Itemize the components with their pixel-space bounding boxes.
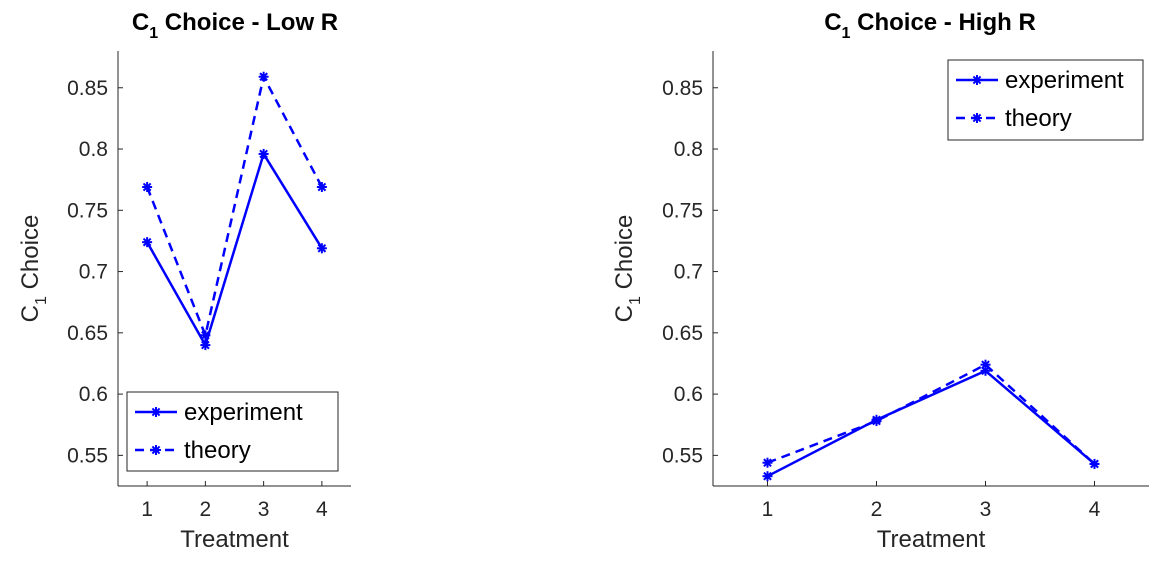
y-tick-label: 0.8 (79, 138, 108, 161)
y-tick-label: 0.8 (674, 138, 703, 161)
legend-label-experiment: experiment (184, 399, 303, 426)
x-tick-label: 2 (200, 498, 212, 521)
legend-label-experiment: experiment (1005, 67, 1124, 94)
y-axis-label-text: C1 Choice (17, 215, 50, 323)
y-tick-label: 0.55 (67, 444, 108, 467)
title-main: C (824, 9, 841, 36)
marker-stroke-d2 (142, 182, 152, 192)
title-main: C (132, 9, 149, 36)
marker-stroke-d2 (142, 237, 152, 247)
marker-stroke-d2 (317, 243, 327, 253)
series-experiment (142, 148, 327, 351)
series-line-experiment (766, 369, 1096, 478)
y-axis-label: C1 Choice (17, 215, 50, 323)
marker-stroke-d2 (317, 182, 327, 192)
chart-panel-2: 0.550.60.650.70.750.80.851 2 3 4TreatmentC1… (611, 9, 1149, 553)
y-tick-label: 0.75 (67, 199, 108, 222)
y-label-sub: 1 (627, 296, 644, 305)
legend: experiment theory (126, 391, 339, 472)
y-tick-label: 0.6 (79, 383, 108, 406)
y-tick-label: 0.7 (674, 261, 703, 284)
marker-stroke-d2 (259, 72, 268, 82)
y-tick-label: 0.55 (662, 444, 703, 467)
series-line-experiment (146, 150, 323, 349)
y-tick-label: 0.7 (79, 261, 108, 284)
marker-stroke-d2 (151, 445, 161, 455)
marker-stroke-d2 (763, 471, 772, 481)
data-point-theory-1 (762, 457, 773, 468)
y-axis-label-text: C1 Choice (611, 215, 644, 323)
data-point-experiment-2 (200, 340, 211, 351)
y-label-sub: 1 (33, 296, 50, 305)
legend-box (947, 59, 1144, 141)
data-point-experiment-3 (258, 148, 269, 159)
data-point-theory-3 (980, 359, 991, 370)
marker-stroke-d2 (201, 340, 210, 350)
y-tick-label: 0.85 (67, 77, 108, 100)
x-axis-label: Treatment (180, 526, 289, 553)
chart-panel-1: 0.550.60.650.70.750.80.851 2 3 4TreatmentC1… (17, 9, 351, 553)
marker-stroke-d2 (1090, 459, 1099, 469)
marker-stroke-d2 (259, 149, 268, 159)
data-point-theory-2 (871, 416, 882, 427)
legend-label-theory: theory (184, 437, 251, 464)
legend-label-theory: theory (1005, 105, 1072, 132)
chart-title: C1 Choice - High R (824, 9, 1036, 42)
y-axis-label: C1 Choice (611, 215, 644, 323)
legend-marker-theory (972, 113, 982, 123)
marker-stroke-d2 (981, 360, 990, 369)
legend-marker-experiment (151, 407, 161, 417)
y-tick-label: 0.85 (662, 77, 703, 100)
y-tick-label: 0.65 (67, 322, 108, 345)
x-tick-label: 3 (258, 498, 270, 521)
chart-title: C1 Choice - Low R (132, 9, 338, 42)
title-rest: Choice - High R (850, 9, 1035, 36)
series-experiment (762, 365, 1100, 482)
marker-stroke-d2 (763, 458, 772, 468)
y-label-rest: Choice (611, 215, 638, 296)
marker-stroke-d2 (151, 407, 161, 417)
data-point-experiment-1 (762, 471, 773, 482)
marker-stroke-d2 (872, 416, 881, 426)
data-point-experiment-4 (316, 243, 327, 254)
x-axis-label: Treatment (877, 526, 986, 553)
data-point-theory-1 (142, 182, 153, 193)
marker-stroke-d2 (972, 113, 982, 123)
data-point-theory-4 (316, 182, 327, 193)
x-tick-label: 1 (762, 498, 774, 521)
x-tick-label: 1 (141, 498, 153, 521)
series-theory (142, 71, 327, 341)
data-point-experiment-1 (142, 237, 153, 248)
series-line-theory (145, 73, 323, 340)
x-tick-label: 2 (871, 498, 883, 521)
data-point-theory-2 (200, 330, 211, 341)
x-tick-label: 4 (1089, 498, 1101, 521)
marker-stroke-d2 (201, 330, 210, 340)
title-sub: 1 (842, 25, 851, 42)
y-label-rest: Choice (17, 215, 44, 296)
title-rest: Choice - Low R (158, 9, 338, 36)
data-point-theory-4 (1089, 458, 1100, 469)
legend-marker-theory (151, 445, 161, 455)
marker-stroke-d2 (972, 75, 982, 85)
y-tick-label: 0.75 (662, 199, 703, 222)
x-tick-label: 4 (316, 498, 328, 521)
title-sub: 1 (149, 25, 158, 42)
y-label-main: C (611, 305, 638, 322)
y-tick-label: 0.6 (674, 383, 703, 406)
legend-box (126, 391, 339, 472)
data-point-theory-3 (258, 71, 269, 82)
y-label-main: C (17, 305, 44, 322)
legend: experiment theory (947, 59, 1144, 141)
x-tick-label: 3 (980, 498, 992, 521)
legend-marker-experiment (972, 75, 982, 85)
y-tick-label: 0.65 (662, 322, 703, 345)
series-line-theory (767, 363, 1096, 465)
series-theory (762, 359, 1100, 469)
